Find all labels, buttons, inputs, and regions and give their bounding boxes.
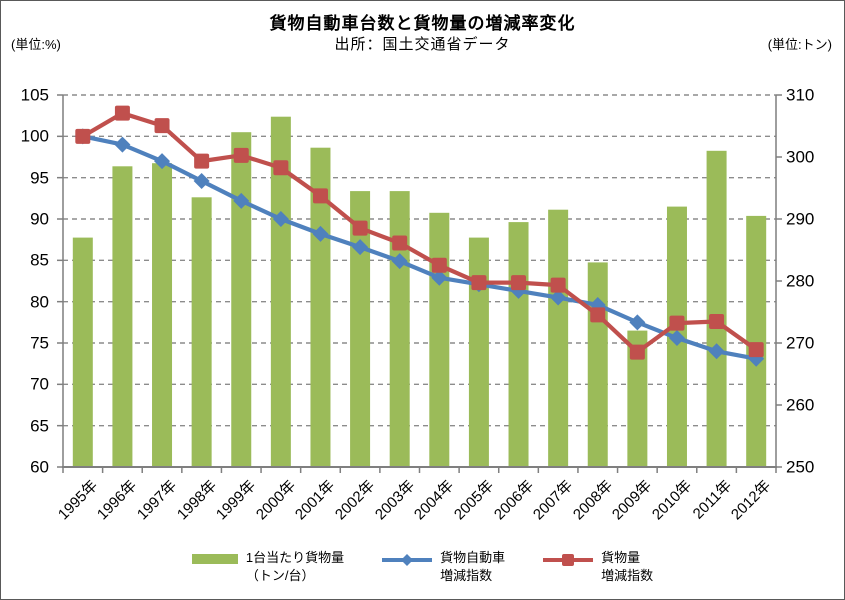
bar-freight-per-vehicle — [508, 222, 529, 467]
square-marker — [590, 307, 606, 323]
legend-label: 増減指数 — [601, 567, 654, 583]
square-marker — [709, 314, 725, 330]
y-axis-label-right: 270 — [786, 333, 815, 353]
legend: 1台当たり貨物量 （トン/台） 貨物自動車 増減指数 貨物量 増減指数 — [1, 549, 844, 584]
bar-freight-per-vehicle — [350, 191, 371, 467]
square-marker — [75, 128, 91, 144]
square-marker — [748, 342, 764, 358]
line-square-swatch-icon — [543, 554, 594, 566]
square-marker — [352, 220, 368, 236]
bar-freight-per-vehicle — [548, 209, 569, 467]
legend-label: 増減指数 — [440, 567, 493, 583]
right-axis-unit-label: (単位:トン) — [767, 37, 832, 52]
legend-label: 貨物自動車 — [440, 550, 506, 565]
y-axis-label-right: 310 — [786, 85, 815, 105]
legend-label: 貨物量 — [601, 550, 641, 565]
bar-freight-per-vehicle — [429, 212, 450, 467]
diamond-marker — [154, 153, 171, 170]
square-marker — [629, 344, 645, 360]
square-marker — [273, 160, 289, 176]
diamond-marker — [708, 343, 725, 360]
y-axis-label-right: 260 — [786, 395, 815, 415]
diamond-marker — [431, 269, 448, 286]
y-axis-label-left: 70 — [30, 374, 49, 394]
freight-index-line — [81, 111, 758, 355]
diamond-marker — [114, 136, 131, 153]
diamond-marker — [272, 211, 289, 227]
y-axis-label-left: 85 — [30, 250, 49, 270]
square-marker — [392, 235, 408, 251]
left-axis-unit-label: (単位:%) — [11, 37, 61, 52]
square-marker — [312, 188, 328, 204]
truck-index-line — [82, 134, 757, 361]
chart-subtitle: 出所：国土交通省データ — [334, 36, 511, 53]
diamond-marker — [550, 289, 567, 306]
y-axis-label-left: 75 — [30, 333, 49, 353]
square-marker — [194, 153, 210, 169]
y-axis-label-left: 65 — [30, 416, 49, 436]
y-axis-label-left: 80 — [30, 292, 49, 312]
bar-freight-per-vehicle — [270, 116, 291, 467]
legend-label: （トン/台） — [245, 567, 315, 583]
square-marker — [550, 277, 566, 293]
legend-item-truck-index: 貨物自動車 増減指数 — [382, 549, 505, 584]
diamond-marker — [193, 172, 210, 189]
diamond-marker — [352, 239, 369, 256]
diamond-marker — [629, 314, 646, 331]
y-axis-label-left: 100 — [20, 126, 49, 146]
bar-freight-per-vehicle — [72, 237, 93, 467]
diamond-marker — [668, 330, 685, 347]
bar-freight-per-vehicle — [310, 147, 331, 467]
y-axis-label-left: 95 — [30, 168, 49, 188]
square-marker — [114, 105, 130, 121]
legend-label: 1台当たり貨物量 — [245, 550, 345, 565]
legend-item-freight-per-vehicle: 1台当たり貨物量 （トン/台） — [191, 549, 345, 584]
diamond-marker — [233, 192, 250, 209]
bar-freight-per-vehicle — [746, 215, 767, 467]
square-marker — [431, 257, 447, 273]
bar-freight-per-vehicle — [191, 197, 212, 468]
chart-title: 貨物自動車台数と貨物量の増減率変化 — [269, 14, 576, 33]
y-axis-label-left: 90 — [30, 209, 49, 229]
square-marker — [233, 147, 249, 163]
y-axis-label-right: 290 — [786, 209, 815, 229]
bar-freight-per-vehicle — [389, 191, 410, 467]
bar-freight-per-vehicle — [706, 150, 727, 468]
square-marker — [511, 275, 527, 291]
square-marker — [154, 118, 170, 134]
y-axis-label-left: 60 — [30, 457, 49, 477]
diamond-marker — [391, 253, 408, 270]
square-marker — [669, 315, 685, 331]
y-axis-label-right: 280 — [786, 271, 815, 291]
y-axis-label-left: 105 — [20, 85, 49, 105]
bar-freight-per-vehicle — [231, 132, 252, 467]
legend-item-freight-index: 貨物量 増減指数 — [543, 549, 653, 584]
diamond-marker — [312, 225, 329, 242]
y-axis-label-right: 300 — [786, 147, 815, 167]
square-marker — [471, 275, 487, 291]
bar-freight-per-vehicle — [468, 237, 489, 467]
bar-freight-per-vehicle — [152, 163, 173, 467]
bar-freight-per-vehicle — [627, 330, 648, 467]
y-axis-label-right: 250 — [786, 457, 815, 477]
bar-freight-per-vehicle — [112, 166, 133, 468]
line-diamond-swatch-icon — [382, 554, 433, 566]
bar-swatch-icon — [191, 554, 238, 564]
bar-freight-per-vehicle — [587, 262, 608, 467]
